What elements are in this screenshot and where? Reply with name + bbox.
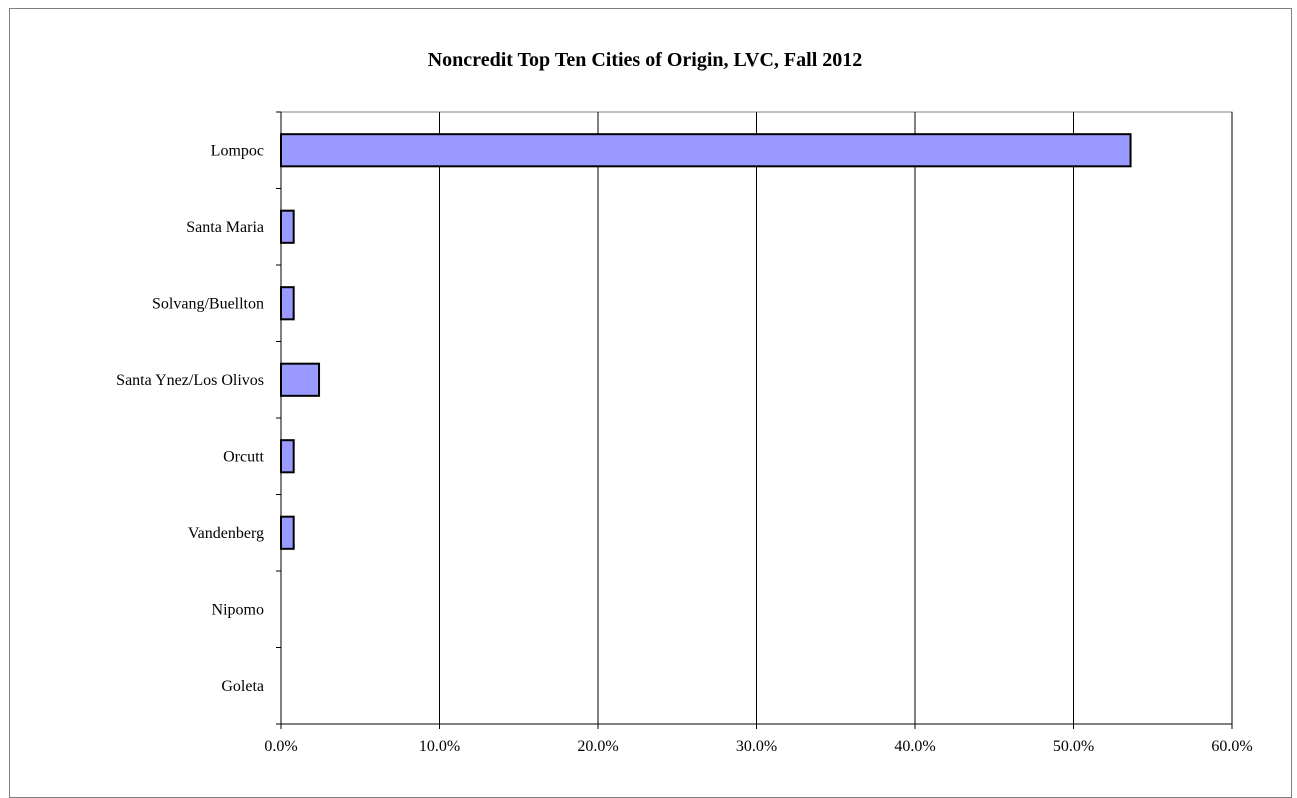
y-category-label: Orcutt	[223, 448, 264, 465]
bar	[280, 133, 1132, 168]
chart-title: Noncredit Top Ten Cities of Origin, LVC,…	[428, 49, 863, 71]
bar	[280, 286, 295, 321]
x-tick-label: 20.0%	[577, 738, 618, 755]
bar	[280, 515, 295, 550]
x-tick-label: 10.0%	[419, 738, 460, 755]
y-category-label: Goleta	[221, 678, 264, 695]
x-tick-label: 40.0%	[894, 738, 935, 755]
x-tick-label: 60.0%	[1211, 738, 1252, 755]
x-tick-label: 30.0%	[736, 738, 777, 755]
bar	[280, 362, 321, 397]
y-category-label: Vandenberg	[188, 525, 264, 542]
bar	[280, 209, 295, 244]
bar	[280, 439, 295, 474]
x-tick-label: 50.0%	[1053, 738, 1094, 755]
y-category-label: Santa Ynez/Los Olivos	[116, 372, 264, 389]
plot-area: 0.0% 10.0% 20.0% 30.0% 40.0% 50.0% 60.0% Lompoc…	[116, 111, 1253, 755]
y-category-label: Solvang/Buellton	[152, 295, 264, 312]
x-tick-label: 0.0%	[264, 738, 297, 755]
y-category-label: Nipomo	[212, 601, 264, 618]
y-category-label: Santa Maria	[186, 219, 264, 236]
y-category-label: Lompoc	[211, 142, 264, 159]
